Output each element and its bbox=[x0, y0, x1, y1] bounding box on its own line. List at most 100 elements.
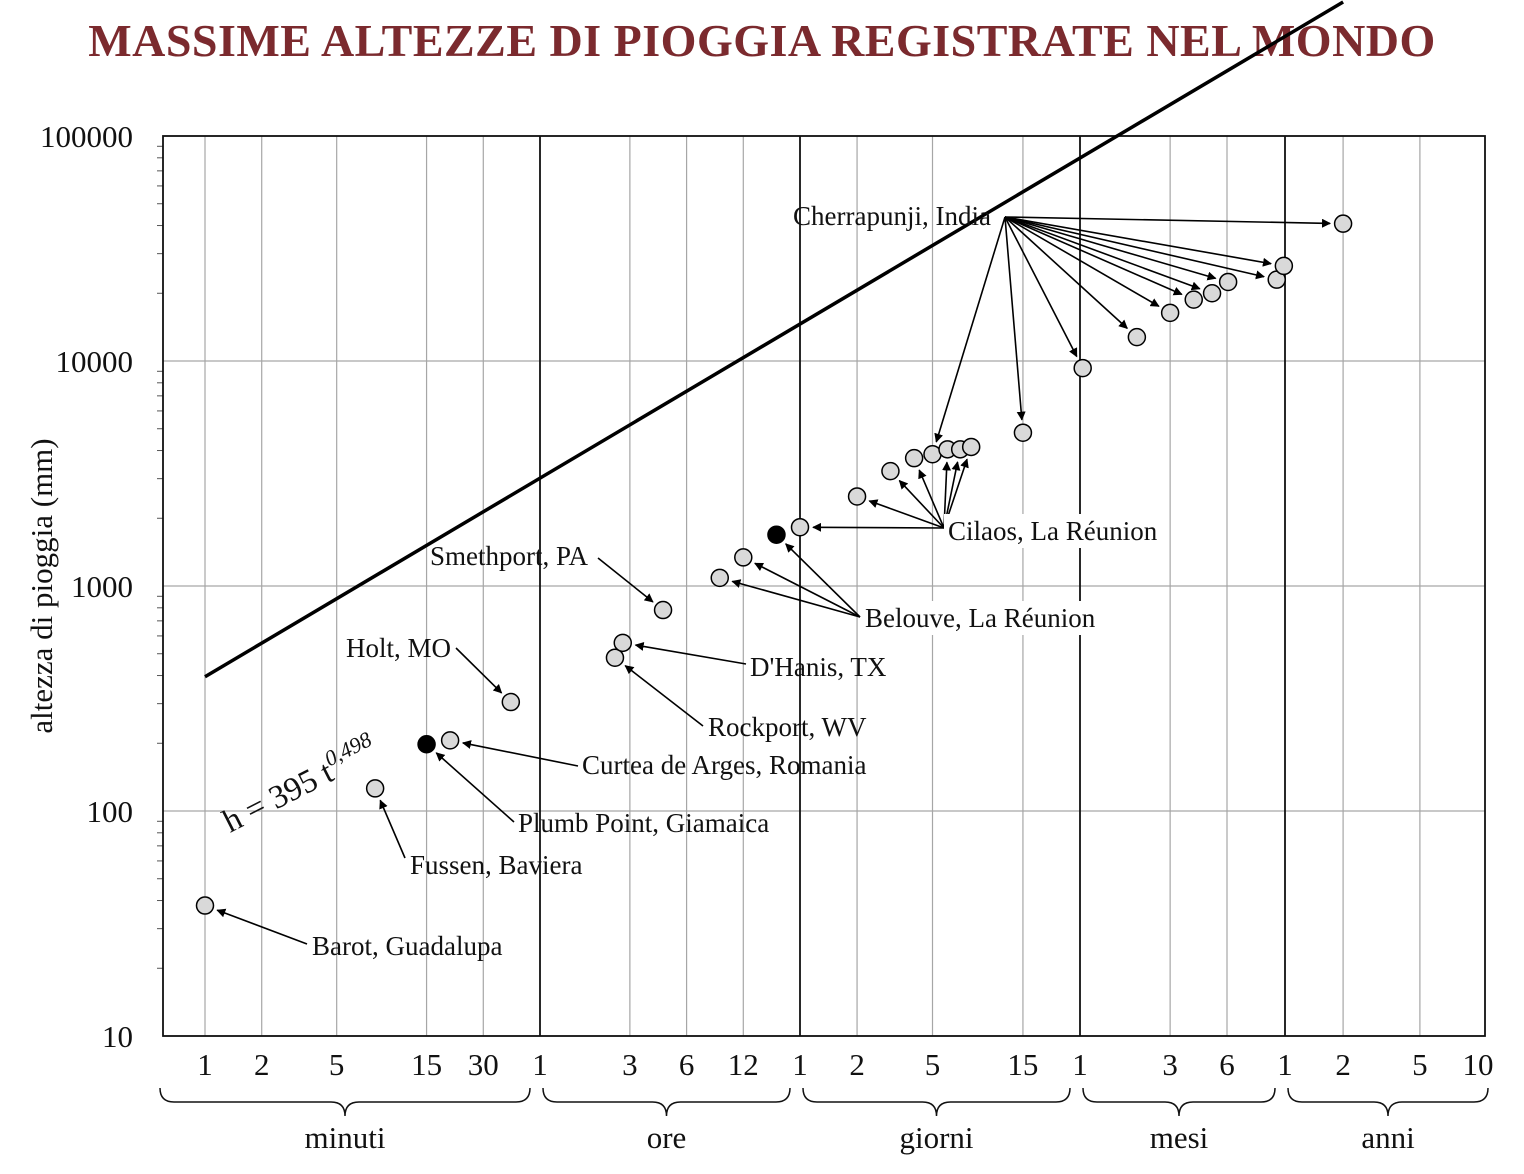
data-point bbox=[365, 779, 385, 798]
annotation-arrow bbox=[455, 647, 503, 694]
x-tick-label: 30 bbox=[468, 1047, 499, 1082]
y-axis-label: altezza di pioggia (mm) bbox=[24, 438, 59, 733]
annotation-label: Smethport, PA bbox=[430, 541, 589, 571]
annotation-arrow bbox=[461, 740, 579, 767]
x-tick-label: 2 bbox=[1335, 1047, 1351, 1082]
annotation-arrow bbox=[868, 499, 945, 529]
annotation-label: D'Hanis, TX bbox=[750, 652, 887, 682]
annotation-arrow bbox=[918, 469, 945, 529]
data-point bbox=[1013, 423, 1033, 442]
data-point bbox=[195, 896, 215, 915]
x-tick-label: 1 bbox=[1277, 1047, 1293, 1082]
annotation-arrow bbox=[1004, 216, 1183, 296]
x-group-label: mesi bbox=[1150, 1120, 1209, 1155]
data-point bbox=[904, 448, 924, 468]
annotation-label: Rockport, WV bbox=[708, 712, 867, 742]
annotation-label-bg bbox=[944, 514, 1162, 548]
annotation-label: Belouve, La Réunion bbox=[865, 603, 1096, 633]
x-tick-label: 15 bbox=[1007, 1047, 1038, 1082]
annotation-arrow bbox=[785, 543, 861, 618]
annotation-arrow bbox=[1004, 216, 1026, 421]
chart-title: MASSIME ALTEZZE DI PIOGGIA REGISTRATE NE… bbox=[88, 15, 1436, 66]
data-point-record bbox=[767, 525, 786, 544]
annotation-label: Plumb Point, Giamaica bbox=[518, 808, 769, 838]
annotation-label: Holt, MO bbox=[346, 633, 451, 663]
data-point bbox=[1333, 214, 1353, 233]
x-group-label: minuti bbox=[305, 1120, 386, 1155]
data-point bbox=[790, 517, 810, 537]
annotation-arrow bbox=[1004, 216, 1128, 329]
x-tick-label: 3 bbox=[622, 1047, 638, 1082]
annotation-label-bg bbox=[861, 601, 1100, 635]
y-tick-label: 1000 bbox=[71, 569, 133, 604]
annotation-arrow bbox=[1004, 216, 1217, 281]
data-point bbox=[1160, 303, 1180, 323]
x-tick-label: 6 bbox=[1219, 1047, 1235, 1082]
plot-frame bbox=[162, 135, 1486, 1037]
y-tick-label: 100000 bbox=[40, 119, 133, 154]
data-point bbox=[1274, 256, 1294, 276]
annotation-arrow bbox=[1004, 216, 1272, 267]
annotation-label: Curtea de Arges, Romania bbox=[582, 750, 866, 780]
fit-line bbox=[204, 0, 1344, 679]
annotation-arrow bbox=[731, 579, 861, 618]
x-group-label: giorni bbox=[899, 1120, 973, 1155]
y-tick-label: 100 bbox=[87, 794, 134, 829]
annotation-arrow bbox=[624, 665, 704, 727]
annotation-label: Cherrapunji, India bbox=[793, 201, 991, 231]
annotation-arrow bbox=[812, 522, 945, 532]
data-point bbox=[440, 731, 460, 750]
annotation-arrow bbox=[1004, 216, 1201, 291]
y-tick-label: 10 bbox=[102, 1019, 133, 1054]
annotation-arrow bbox=[754, 562, 861, 618]
data-point bbox=[605, 648, 625, 667]
data-point bbox=[1202, 284, 1222, 303]
annotation-arrow bbox=[216, 908, 308, 945]
x-group-brace bbox=[542, 1087, 791, 1117]
y-tick-label: 10000 bbox=[56, 344, 134, 379]
x-tick-label: 10 bbox=[1463, 1047, 1494, 1082]
annotation-arrow bbox=[1004, 216, 1160, 308]
x-group-label: anni bbox=[1361, 1120, 1415, 1155]
x-tick-label: 2 bbox=[849, 1047, 865, 1082]
fit-equation-label: h = 395 t0,498 bbox=[215, 726, 384, 840]
data-point bbox=[961, 437, 981, 457]
x-group-brace bbox=[159, 1087, 531, 1117]
data-point bbox=[653, 600, 673, 620]
x-tick-label: 12 bbox=[728, 1047, 759, 1082]
annotation-arrow bbox=[435, 752, 515, 823]
annotation-label: Cilaos, La Réunion bbox=[948, 516, 1158, 546]
x-tick-label: 1 bbox=[1072, 1047, 1088, 1082]
x-tick-label: 1 bbox=[792, 1047, 808, 1082]
data-point bbox=[710, 568, 730, 588]
x-tick-label: 3 bbox=[1162, 1047, 1178, 1082]
x-tick-label: 6 bbox=[679, 1047, 695, 1082]
x-group-label: ore bbox=[647, 1120, 687, 1155]
annotation-arrow bbox=[1004, 216, 1078, 358]
annotation-arrow bbox=[1004, 216, 1265, 280]
annotation-label: Barot, Guadalupa bbox=[312, 931, 502, 961]
x-tick-label: 1 bbox=[197, 1047, 213, 1082]
data-point bbox=[1218, 272, 1238, 292]
annotation-arrow bbox=[634, 641, 747, 665]
data-point bbox=[1073, 358, 1092, 378]
x-tick-label: 2 bbox=[254, 1047, 270, 1082]
data-point bbox=[881, 461, 900, 481]
x-group-brace bbox=[1287, 1087, 1489, 1117]
annotation-arrow bbox=[898, 479, 945, 529]
data-point bbox=[1127, 327, 1147, 347]
annotation-arrow bbox=[1004, 216, 1332, 228]
x-tick-label: 1 bbox=[532, 1047, 548, 1082]
x-tick-label: 5 bbox=[329, 1047, 345, 1082]
data-point bbox=[847, 487, 867, 506]
data-point-record bbox=[417, 735, 436, 754]
x-tick-label: 5 bbox=[1412, 1047, 1428, 1082]
data-point bbox=[734, 548, 753, 567]
x-group-brace bbox=[802, 1087, 1071, 1117]
x-tick-label: 5 bbox=[925, 1047, 941, 1082]
annotation-arrow bbox=[934, 216, 1006, 443]
annotation-arrow bbox=[597, 557, 654, 603]
x-group-brace bbox=[1082, 1087, 1276, 1117]
data-point bbox=[501, 692, 521, 712]
